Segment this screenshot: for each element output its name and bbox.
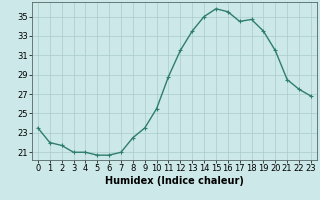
X-axis label: Humidex (Indice chaleur): Humidex (Indice chaleur) bbox=[105, 176, 244, 186]
